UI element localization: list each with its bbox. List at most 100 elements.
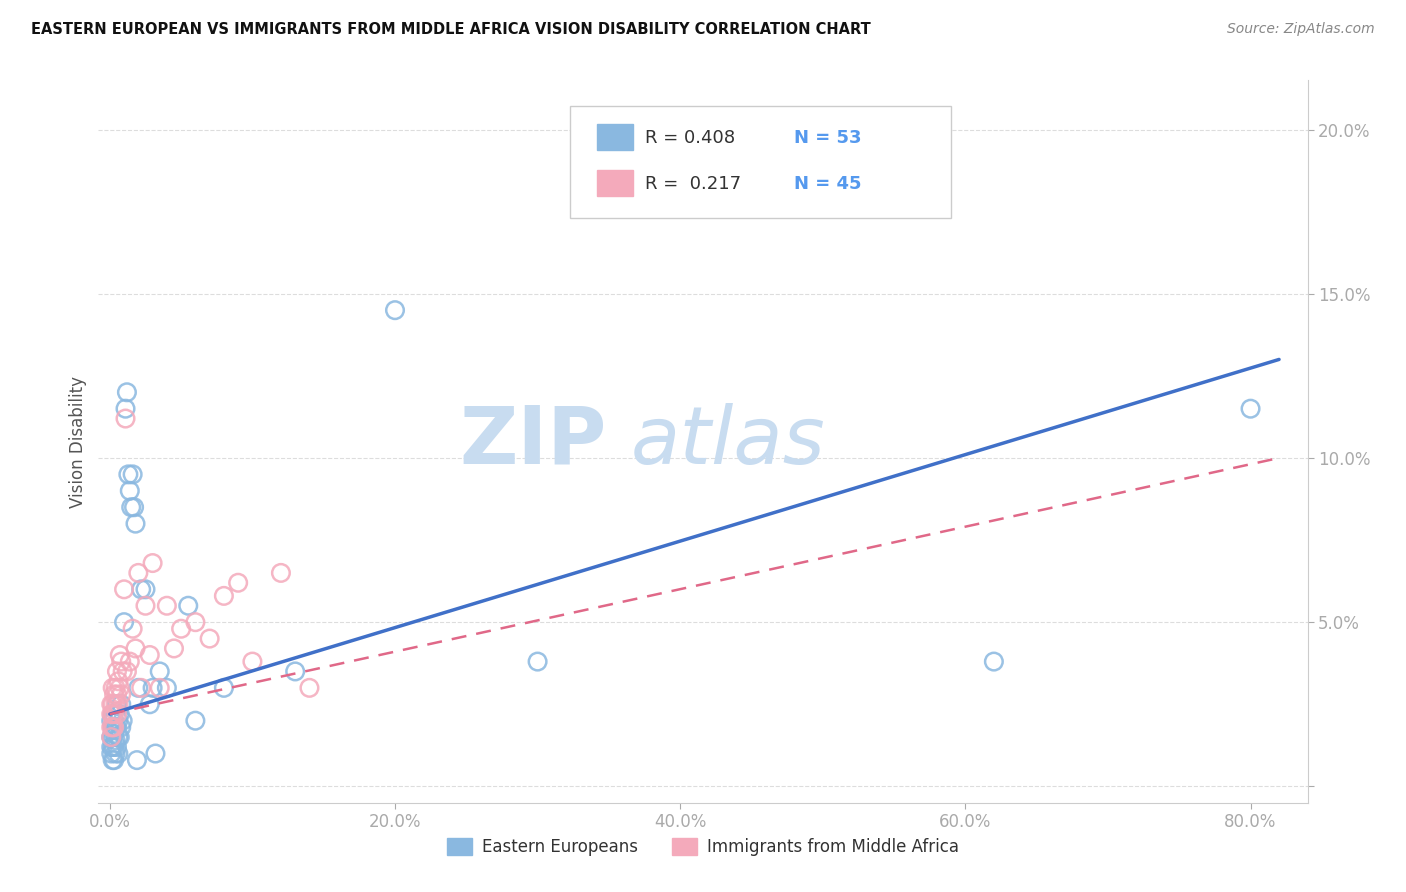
Point <box>107 674 129 689</box>
Point <box>100 698 122 712</box>
Point <box>105 739 128 754</box>
FancyBboxPatch shape <box>596 169 633 195</box>
Point <box>103 707 125 722</box>
Point <box>212 589 235 603</box>
FancyBboxPatch shape <box>596 124 633 150</box>
Point <box>110 687 132 701</box>
Point <box>242 655 264 669</box>
Point <box>105 707 128 722</box>
Point <box>104 720 127 734</box>
Text: R =  0.217: R = 0.217 <box>645 175 741 193</box>
Point <box>127 681 149 695</box>
Point <box>184 714 207 728</box>
Text: N = 45: N = 45 <box>793 175 862 193</box>
Point <box>104 681 127 695</box>
Point <box>118 483 141 498</box>
Point <box>100 720 122 734</box>
Point <box>107 698 129 712</box>
Point <box>526 655 548 669</box>
Point <box>101 681 124 695</box>
Point <box>104 733 127 747</box>
Point <box>122 500 145 515</box>
Point <box>114 401 136 416</box>
Point <box>105 720 128 734</box>
Point <box>108 648 131 662</box>
Point <box>170 622 193 636</box>
Point <box>112 582 135 597</box>
Point <box>111 665 134 679</box>
Point <box>111 714 134 728</box>
Legend: Eastern Europeans, Immigrants from Middle Africa: Eastern Europeans, Immigrants from Middl… <box>440 831 966 863</box>
Point <box>112 615 135 630</box>
Point <box>100 714 122 728</box>
Point <box>129 582 152 597</box>
Point <box>118 655 141 669</box>
Point <box>101 720 124 734</box>
Point <box>121 622 143 636</box>
Point <box>110 655 132 669</box>
Point <box>107 714 129 728</box>
Point <box>156 681 179 695</box>
Point <box>127 566 149 580</box>
Point <box>124 641 146 656</box>
Point <box>108 681 131 695</box>
Point <box>156 599 179 613</box>
Point <box>145 747 167 761</box>
Point <box>105 687 128 701</box>
Text: N = 53: N = 53 <box>793 128 862 146</box>
Point <box>107 730 129 744</box>
Point <box>103 687 125 701</box>
Point <box>101 707 124 722</box>
Text: Source: ZipAtlas.com: Source: ZipAtlas.com <box>1227 22 1375 37</box>
Point <box>115 385 138 400</box>
Text: atlas: atlas <box>630 402 825 481</box>
Point <box>284 665 307 679</box>
Point <box>120 500 142 515</box>
Point <box>100 739 122 754</box>
Point <box>105 665 128 679</box>
Point <box>114 411 136 425</box>
Point <box>101 707 124 722</box>
FancyBboxPatch shape <box>569 105 950 218</box>
Point <box>298 681 321 695</box>
Point <box>101 739 124 754</box>
Point <box>108 707 131 722</box>
Y-axis label: Vision Disability: Vision Disability <box>69 376 87 508</box>
Text: EASTERN EUROPEAN VS IMMIGRANTS FROM MIDDLE AFRICA VISION DISABILITY CORRELATION : EASTERN EUROPEAN VS IMMIGRANTS FROM MIDD… <box>31 22 870 37</box>
Point <box>212 681 235 695</box>
Point <box>101 753 124 767</box>
Point <box>101 698 124 712</box>
Point <box>100 747 122 761</box>
Point <box>100 730 122 744</box>
Point <box>105 698 128 712</box>
Point <box>184 615 207 630</box>
Point <box>134 599 156 613</box>
Point <box>100 707 122 722</box>
Point <box>983 655 1005 669</box>
Point <box>198 632 221 646</box>
Point <box>107 747 129 761</box>
Point <box>139 698 162 712</box>
Point <box>101 720 124 734</box>
Point <box>125 753 148 767</box>
Point <box>124 516 146 531</box>
Point <box>139 648 162 662</box>
Point <box>104 698 127 712</box>
Text: ZIP: ZIP <box>458 402 606 481</box>
Point <box>108 730 131 744</box>
Point <box>142 681 165 695</box>
Point <box>103 753 125 767</box>
Point <box>226 575 249 590</box>
Text: R = 0.408: R = 0.408 <box>645 128 735 146</box>
Point <box>270 566 292 580</box>
Point <box>134 582 156 597</box>
Point <box>149 681 172 695</box>
Point <box>163 641 186 656</box>
Point <box>117 467 139 482</box>
Point <box>384 303 406 318</box>
Point <box>142 556 165 570</box>
Point <box>103 727 125 741</box>
Point <box>115 665 138 679</box>
Point <box>104 747 127 761</box>
Point <box>103 714 125 728</box>
